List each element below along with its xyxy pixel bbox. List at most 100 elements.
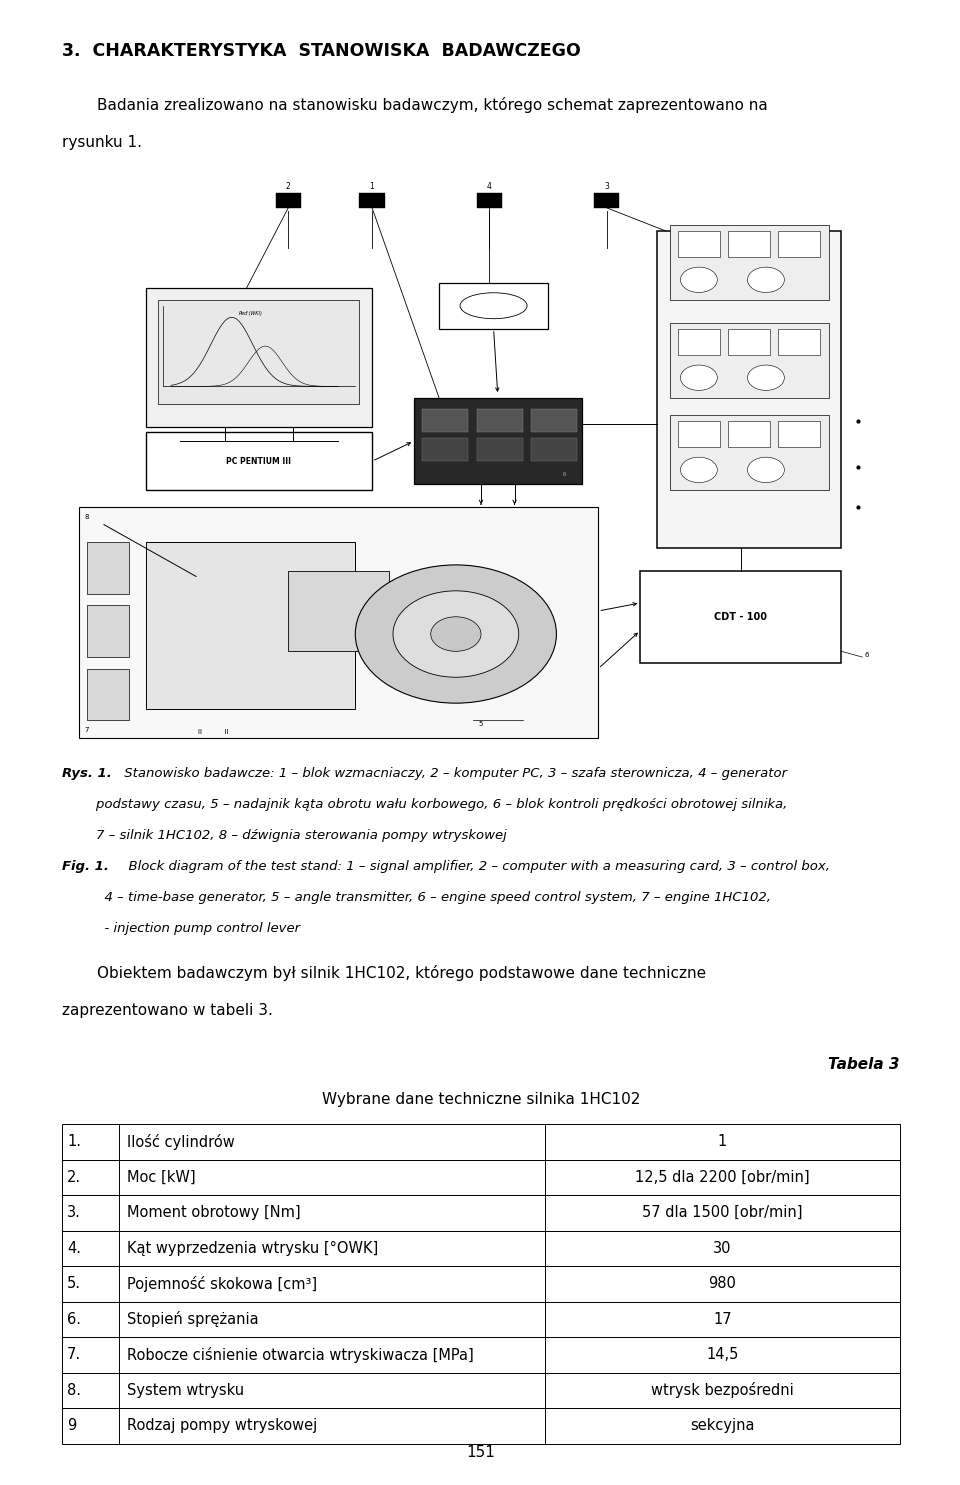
Text: 12,5 dla 2200 [obr/min]: 12,5 dla 2200 [obr/min] — [635, 1170, 809, 1185]
Bar — [62, 1336, 900, 1372]
Text: 2: 2 — [286, 181, 291, 192]
Text: Fig. 1.: Fig. 1. — [62, 860, 108, 873]
Bar — [62, 1372, 900, 1408]
Text: 14,5: 14,5 — [707, 1347, 738, 1362]
Bar — [531, 410, 577, 432]
Text: Kąt wyprzedzenia wtrysku [°OWK]: Kąt wyprzedzenia wtrysku [°OWK] — [127, 1241, 378, 1256]
Text: 7.: 7. — [67, 1347, 82, 1362]
Bar — [422, 410, 468, 432]
Bar — [439, 282, 548, 328]
Bar — [87, 606, 129, 656]
Circle shape — [355, 564, 557, 704]
Text: Pojemność skokowa [cm³]: Pojemność skokowa [cm³] — [127, 1276, 317, 1292]
Text: 3: 3 — [604, 181, 610, 192]
Circle shape — [748, 267, 784, 293]
Text: 6: 6 — [864, 652, 869, 658]
Text: 3.  CHARAKTERYSTYKA  STANOWISKA  BADAWCZEGO: 3. CHARAKTERYSTYKA STANOWISKA BADAWCZEGO — [62, 42, 581, 59]
Text: podstawy czasu, 5 – nadajnik kąta obrotu wału korbowego, 6 – blok kontroli prędk: podstawy czasu, 5 – nadajnik kąta obrotu… — [62, 797, 787, 811]
Bar — [669, 226, 828, 300]
Text: Wybrane dane techniczne silnika 1HC102: Wybrane dane techniczne silnika 1HC102 — [322, 1091, 640, 1106]
Text: 17: 17 — [713, 1311, 732, 1326]
Text: 30: 30 — [713, 1241, 732, 1256]
Text: 8: 8 — [84, 514, 89, 520]
Circle shape — [748, 365, 784, 391]
Text: 4 – time-base generator, 5 – angle transmitter, 6 – engine speed control system,: 4 – time-base generator, 5 – angle trans… — [62, 891, 771, 904]
Bar — [62, 1267, 900, 1301]
Text: 2.: 2. — [67, 1170, 82, 1185]
Ellipse shape — [460, 293, 527, 319]
Text: 6.: 6. — [67, 1311, 81, 1326]
Text: 4.: 4. — [67, 1241, 81, 1256]
Bar — [62, 1160, 900, 1195]
Bar — [477, 438, 523, 462]
Text: Tabela 3: Tabela 3 — [828, 1057, 900, 1072]
Text: 1.: 1. — [67, 1135, 81, 1149]
Text: System wtrysku: System wtrysku — [127, 1383, 244, 1397]
Circle shape — [748, 457, 784, 483]
Bar — [729, 328, 770, 355]
Bar — [62, 1408, 900, 1443]
Text: 5.: 5. — [67, 1276, 81, 1292]
Bar — [288, 570, 389, 652]
Bar — [729, 230, 770, 257]
Text: Block diagram of the test stand: 1 – signal amplifier, 2 – computer with a measu: Block diagram of the test stand: 1 – sig… — [120, 860, 830, 873]
Bar — [657, 230, 841, 548]
Bar — [779, 328, 821, 355]
Text: 9: 9 — [67, 1418, 76, 1433]
Text: - injection pump control lever: - injection pump control lever — [62, 922, 300, 936]
Bar — [678, 230, 720, 257]
Text: 151: 151 — [467, 1445, 495, 1460]
Text: Moment obrotowy [Nm]: Moment obrotowy [Nm] — [127, 1206, 300, 1221]
Bar — [62, 1301, 900, 1336]
Bar — [477, 193, 502, 208]
Bar — [422, 438, 468, 462]
Text: 57 dla 1500 [obr/min]: 57 dla 1500 [obr/min] — [642, 1206, 803, 1221]
Bar — [146, 432, 372, 490]
Text: 3.: 3. — [67, 1206, 81, 1221]
Text: 8.: 8. — [67, 1383, 81, 1397]
Bar — [594, 193, 619, 208]
Text: Rys. 1.: Rys. 1. — [62, 766, 111, 780]
Bar — [729, 420, 770, 447]
Bar — [79, 508, 598, 738]
Text: sekcyjna: sekcyjna — [690, 1418, 755, 1433]
Text: Badania zrealizowano na stanowisku badawczym, którego schemat zaprezentowano na: Badania zrealizowano na stanowisku badaw… — [97, 97, 768, 113]
Bar — [276, 193, 300, 208]
Text: 1: 1 — [370, 181, 374, 192]
Bar — [779, 230, 821, 257]
Bar — [640, 570, 841, 662]
Text: Stanowisko badawcze: 1 – blok wzmacniaczy, 2 – komputer PC, 3 – szafa sterownicz: Stanowisko badawcze: 1 – blok wzmacniacz… — [120, 766, 787, 780]
Text: CDT - 100: CDT - 100 — [714, 612, 767, 622]
Circle shape — [681, 365, 717, 391]
Bar — [359, 193, 385, 208]
Text: Robocze ciśnienie otwarcia wtryskiwacza [MPa]: Robocze ciśnienie otwarcia wtryskiwacza … — [127, 1347, 473, 1363]
Text: rysunku 1.: rysunku 1. — [62, 135, 142, 150]
Text: Stopień sprężania: Stopień sprężania — [127, 1311, 258, 1328]
Text: PC PENTIUM III: PC PENTIUM III — [227, 457, 292, 466]
Text: 6: 6 — [564, 472, 566, 477]
Bar — [678, 328, 720, 355]
Bar — [62, 1124, 900, 1160]
Circle shape — [681, 457, 717, 483]
Text: 980: 980 — [708, 1276, 736, 1292]
Bar — [477, 410, 523, 432]
Text: 4: 4 — [487, 181, 492, 192]
Text: zaprezentowano w tabeli 3.: zaprezentowano w tabeli 3. — [62, 1002, 273, 1019]
Circle shape — [393, 591, 518, 677]
Circle shape — [681, 267, 717, 293]
Bar — [87, 542, 129, 594]
Text: Ilość cylindrów: Ilość cylindrów — [127, 1133, 235, 1149]
Text: Obiektem badawczym był silnik 1HC102, którego podstawowe dane techniczne: Obiektem badawczym był silnik 1HC102, kt… — [97, 965, 707, 982]
Bar — [62, 1195, 900, 1231]
Bar — [678, 420, 720, 447]
Bar — [87, 668, 129, 720]
Bar — [414, 398, 582, 484]
Text: II          II: II II — [198, 729, 228, 735]
Bar — [146, 288, 372, 426]
Circle shape — [431, 616, 481, 652]
Bar — [158, 300, 359, 404]
Text: wtrysk bezpośredni: wtrysk bezpośredni — [651, 1383, 794, 1399]
Text: Moc [kW]: Moc [kW] — [127, 1170, 196, 1185]
Text: Ped'(WKI): Ped'(WKI) — [239, 312, 262, 316]
Bar — [669, 416, 828, 490]
